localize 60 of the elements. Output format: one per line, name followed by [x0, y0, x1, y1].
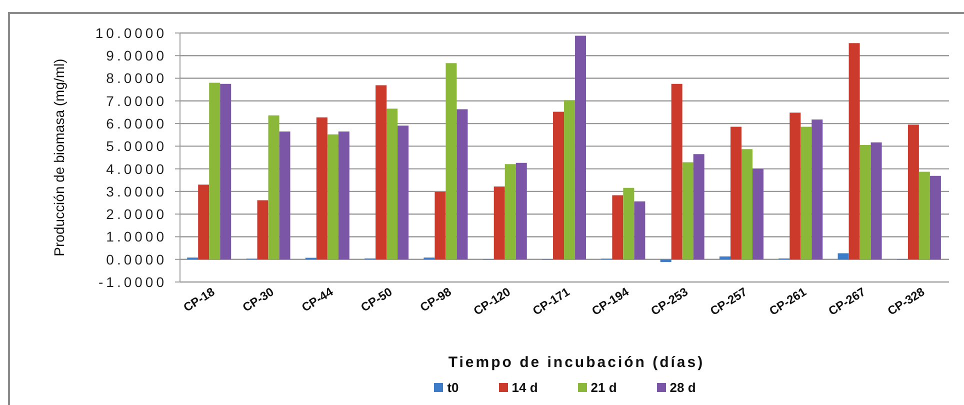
- bar: [456, 109, 468, 260]
- bar: [338, 131, 350, 260]
- bar: [800, 126, 812, 260]
- bar: [719, 256, 730, 260]
- bar: [209, 82, 220, 260]
- y-tick-label: 6.0000: [106, 116, 167, 132]
- legend-label: 28 d: [670, 380, 696, 395]
- bar: [660, 259, 672, 262]
- bar: [790, 112, 801, 260]
- y-axis-title: Producción de biomasa (mg/ml): [50, 58, 67, 256]
- bar: [812, 119, 823, 260]
- bar: [838, 253, 849, 260]
- bar: [257, 200, 268, 260]
- y-tick-label: 1.0000: [106, 228, 167, 245]
- y-tick-label: 10.0000: [95, 24, 167, 41]
- bar: [446, 63, 457, 260]
- y-tick-label: 8.0000: [106, 70, 167, 86]
- bar: [860, 145, 871, 260]
- y-tick-label: 3.0000: [106, 183, 167, 200]
- bar: [553, 112, 564, 260]
- y-tick-label: 4.0000: [106, 160, 167, 177]
- bar: [671, 84, 682, 260]
- legend-label: 14 d: [512, 380, 538, 395]
- bar: [376, 85, 387, 260]
- legend-label: 21 d: [590, 380, 617, 395]
- y-tick-label: 9.0000: [106, 48, 167, 64]
- y-tick-label: -1.0000: [98, 274, 167, 290]
- bar: [494, 186, 505, 260]
- bar: [848, 43, 860, 260]
- bar: [386, 108, 398, 260]
- bar: [908, 124, 919, 260]
- bar: [268, 115, 280, 260]
- bar: [730, 126, 742, 260]
- bar: [612, 195, 624, 260]
- y-tick-label: 2.0000: [106, 206, 167, 222]
- y-tick-label: 5.0000: [106, 138, 167, 154]
- bar: [504, 164, 516, 260]
- bar: [930, 176, 941, 260]
- bar: [623, 188, 634, 260]
- bar: [516, 162, 527, 260]
- bar: [575, 36, 586, 260]
- bar: [198, 184, 210, 260]
- bar: [634, 201, 646, 260]
- bar: [434, 192, 446, 260]
- bar: [693, 154, 704, 260]
- bar: [752, 168, 764, 260]
- bar: [564, 100, 576, 260]
- bar: [870, 142, 882, 260]
- bar: [741, 149, 752, 260]
- bar: [398, 126, 409, 260]
- legend-label: t0: [447, 380, 459, 395]
- bar: [316, 117, 328, 260]
- bar: [918, 172, 930, 260]
- bar: [279, 131, 290, 260]
- bar: [220, 84, 232, 260]
- x-axis-title: Tiempo de incubación (días): [448, 354, 705, 371]
- y-tick-label: 0.0000: [106, 251, 167, 268]
- bar: [682, 162, 694, 260]
- bar: [327, 134, 338, 260]
- y-tick-label: 7.0000: [106, 92, 167, 109]
